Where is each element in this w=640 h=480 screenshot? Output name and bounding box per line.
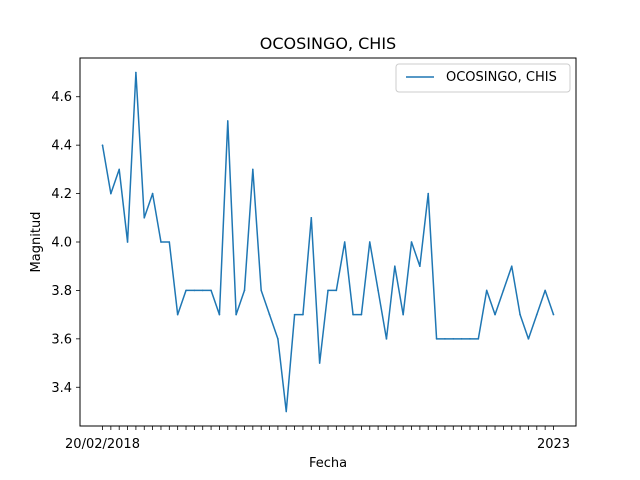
- data-point: [494, 313, 496, 316]
- data-point: [510, 265, 513, 268]
- data-point: [519, 313, 521, 316]
- data-point: [335, 289, 338, 292]
- y-tick-label: 4.2: [51, 187, 72, 202]
- data-point: [310, 216, 313, 219]
- data-point: [444, 338, 446, 340]
- data-point: [377, 289, 379, 292]
- x-tick-label-first: 20/02/2018: [65, 437, 140, 452]
- data-point: [302, 313, 304, 316]
- data-point: [485, 289, 488, 292]
- data-point: [110, 192, 112, 195]
- data-point: [352, 313, 354, 316]
- data-point: [126, 241, 129, 243]
- data-point: [243, 289, 246, 292]
- data-point: [394, 265, 396, 268]
- plot-area: 3.4 3.6 3.8 4.0 4.2 4.4 4.6 20/02/2018 2023: [51, 71, 570, 452]
- chart-title: OCOSINGO, CHIS: [260, 34, 396, 53]
- data-point: [327, 289, 329, 292]
- data-point: [235, 313, 237, 316]
- data-point: [552, 313, 555, 316]
- data-point: [201, 289, 204, 292]
- data-point: [502, 289, 505, 292]
- y-tick-label: 3.6: [51, 332, 72, 347]
- data-point: [427, 192, 430, 195]
- data-point: [193, 289, 196, 292]
- y-tick-label: 3.8: [51, 284, 72, 299]
- x-axis-title: Fecha: [309, 456, 347, 471]
- x-tick-label-last: 2023: [537, 437, 570, 452]
- legend-label: OCOSINGO, CHIS: [446, 70, 557, 85]
- data-point: [160, 241, 162, 243]
- data-point: [435, 338, 438, 340]
- data-point: [176, 313, 179, 316]
- y-axis-title: Magnitud: [29, 212, 44, 273]
- data-point: [151, 192, 154, 195]
- axes-frame: [79, 57, 577, 427]
- data-point: [360, 313, 363, 316]
- y-tick-label: 4.0: [51, 236, 72, 251]
- data-point: [168, 241, 171, 243]
- y-tick-label: 3.4: [51, 381, 72, 396]
- data-point: [318, 362, 321, 364]
- data-point: [277, 338, 279, 340]
- legend-box: [395, 63, 571, 93]
- data-point: [343, 241, 346, 243]
- data-point: [218, 313, 221, 316]
- data-point: [460, 338, 463, 340]
- data-point: [293, 313, 296, 316]
- data-point: [268, 313, 271, 316]
- data-point: [101, 144, 104, 146]
- y-tick-label: 4.6: [51, 90, 72, 105]
- data-point: [135, 71, 137, 74]
- data-point: [143, 216, 146, 219]
- data-point: [385, 338, 388, 340]
- y-tick-label: 4.4: [51, 139, 72, 154]
- data-point: [452, 338, 455, 340]
- data-point: [118, 168, 121, 171]
- data-point: [260, 289, 262, 292]
- data-point: [544, 289, 546, 292]
- data-point: [527, 338, 530, 340]
- data-point: [285, 410, 288, 413]
- data-point: [402, 313, 404, 316]
- data-point: [210, 289, 212, 292]
- data-point: [469, 338, 471, 340]
- data-point: [226, 120, 229, 122]
- data-point: [535, 313, 538, 316]
- data-point: [419, 265, 421, 268]
- legend: OCOSINGO, CHIS: [395, 63, 571, 93]
- data-point: [410, 241, 413, 243]
- data-point: [185, 289, 187, 292]
- data-point: [252, 168, 254, 171]
- data-point: [368, 241, 371, 243]
- data-point: [477, 338, 480, 340]
